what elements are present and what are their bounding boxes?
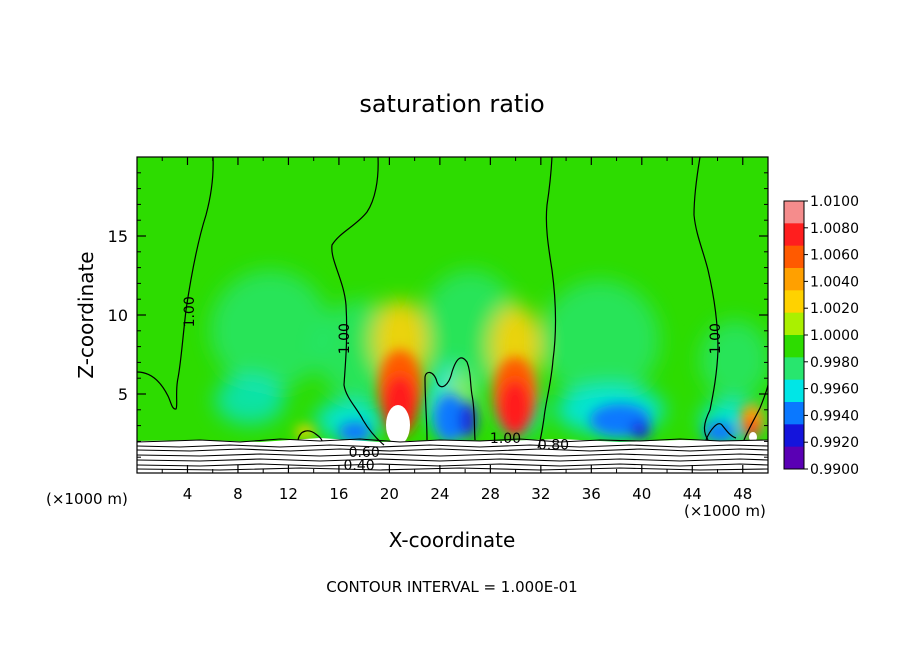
y-tick-label: 10 (108, 306, 128, 325)
white-core (386, 405, 410, 445)
x-tick-label: 8 (233, 485, 243, 503)
colorbar-label: 1.0060 (810, 248, 859, 264)
y-tick-label: 15 (108, 227, 128, 246)
x-tick-label: 28 (481, 485, 500, 503)
x-unit-left: (×1000 m) (46, 490, 128, 508)
contour-lines (137, 157, 768, 449)
white-core-small (749, 432, 757, 442)
colorbar-swatch (784, 424, 804, 448)
contour-label: 1.00 (182, 296, 198, 327)
y-tick-label: 5 (118, 385, 128, 404)
x-tick-label: 4 (183, 485, 193, 503)
contour-label: 1.00 (337, 323, 353, 354)
colorbar-swatch (784, 268, 804, 291)
colorbar-label: 1.0000 (810, 328, 859, 344)
colorbar-swatch (784, 290, 804, 314)
colorbar-label: 1.0100 (810, 194, 859, 210)
x-tick-label: 16 (329, 485, 348, 503)
x-unit-right: (×1000 m) (684, 502, 766, 520)
x-tick-label: 48 (733, 485, 752, 503)
x-axis-ticks: 4 8 12 16 20 24 28 32 36 40 44 48 (161, 157, 752, 503)
x-tick-label: 20 (380, 485, 399, 503)
colorbar-swatch (784, 357, 804, 381)
chart-title: saturation ratio (359, 90, 544, 118)
contour-labels: 1.00 1.00 1.00 1.00 0.80 0.600.40 (182, 296, 724, 474)
colorbar-label: 1.0080 (810, 221, 859, 237)
field-cores (295, 350, 764, 442)
colorbar-swatch (784, 402, 804, 425)
x-axis-label: X-coordinate (389, 528, 516, 552)
colorbar-label: 0.9960 (810, 382, 859, 398)
contour-interval-note: CONTOUR INTERVAL = 1.000E-01 (326, 578, 577, 596)
x-tick-label: 32 (531, 485, 550, 503)
colorbar-swatch (784, 312, 804, 336)
contour-label: 0.80 (538, 437, 569, 453)
colorbar-label: 0.9900 (810, 462, 859, 478)
y-axis-ticks: 5 10 15 (108, 172, 768, 458)
y-axis-label: Z-coordinate (74, 251, 98, 378)
colorbar-label: 0.9920 (810, 435, 859, 451)
colorbar: 1.0100 1.0080 1.0060 1.0040 1.0020 1.0000 0.99… (783, 194, 859, 478)
colorbar-swatch (784, 379, 804, 403)
plot-area: 1.00 1.00 1.00 1.00 0.80 0.600.40 (137, 157, 768, 474)
contour-label: 0.60 (349, 445, 380, 461)
colorbar-swatch (784, 335, 804, 358)
colorbar-swatch (784, 223, 804, 247)
contour-label: 0.40 (344, 458, 375, 474)
colorbar-swatch (784, 201, 804, 224)
x-tick-label: 44 (683, 485, 702, 503)
contour-label: 1.00 (708, 323, 724, 354)
colorbar-label: 1.0040 (810, 274, 859, 290)
colorbar-label: 0.9940 (810, 408, 859, 424)
ground-contours (137, 438, 768, 471)
colorbar-swatch (784, 446, 804, 470)
x-tick-label: 40 (632, 485, 651, 503)
colorbar-swatch (784, 245, 804, 269)
x-tick-label: 36 (582, 485, 601, 503)
colorbar-label: 1.0020 (810, 301, 859, 317)
x-tick-label: 12 (279, 485, 298, 503)
colorbar-label: 0.9980 (810, 355, 859, 371)
x-tick-label: 24 (430, 485, 449, 503)
contour-label: 1.00 (490, 431, 521, 447)
